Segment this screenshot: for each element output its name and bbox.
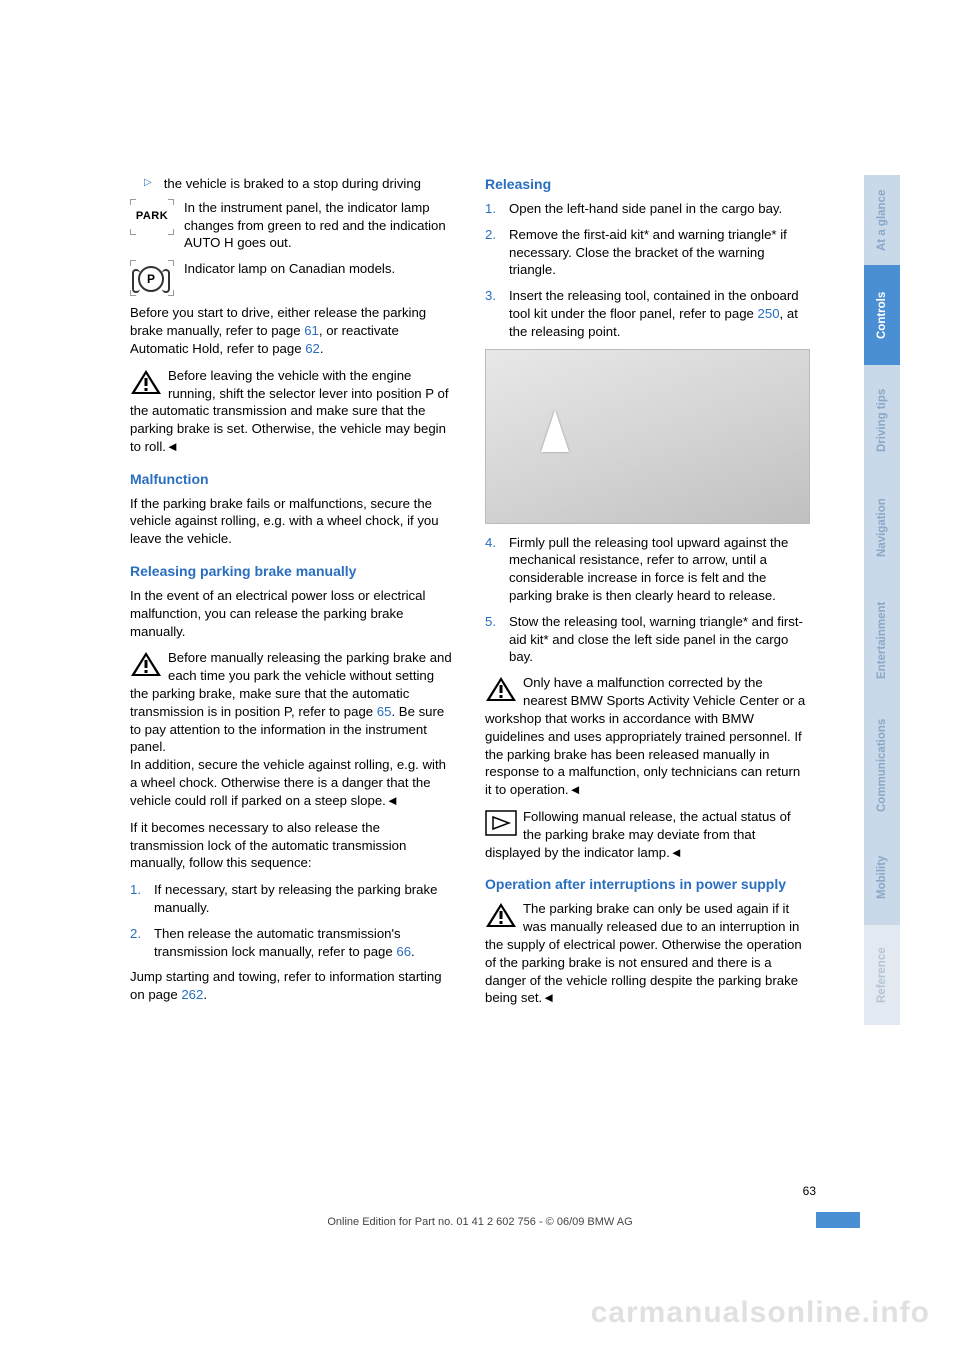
warning-block: The parking brake can only be used again…: [485, 900, 810, 1007]
list-text: Stow the releasing tool, warning triangl…: [509, 613, 810, 666]
body-text: Jump starting and towing, refer to infor…: [130, 968, 455, 1004]
list-text: Firmly pull the releasing tool upward ag…: [509, 534, 810, 605]
left-column: ▷ the vehicle is braked to a stop during…: [130, 175, 455, 1016]
heading-malfunction: Malfunction: [130, 470, 455, 489]
list-number: 4.: [485, 534, 501, 605]
indicator-row-canadian: P Indicator lamp on Canadian models.: [130, 260, 455, 296]
heading-releasing-manual: Releasing parking brake manually: [130, 562, 455, 581]
watermark: carmanualsonline.info: [591, 1296, 930, 1330]
list-number: 1.: [130, 881, 146, 917]
right-column: Releasing 1. Open the left-hand side pan…: [485, 175, 810, 1016]
page-link[interactable]: 262: [181, 987, 203, 1002]
list-item: 1. Open the left-hand side panel in the …: [485, 200, 810, 218]
list-number: 2.: [130, 925, 146, 961]
warning-triangle-icon: [130, 651, 162, 677]
list-item: 5. Stow the releasing tool, warning tria…: [485, 613, 810, 666]
body-text: If the parking brake fails or malfunctio…: [130, 495, 455, 548]
warning-triangle-icon: [485, 902, 517, 928]
note-triangle-icon: [485, 810, 517, 836]
side-tab[interactable]: Driving tips: [864, 365, 900, 475]
up-arrow-icon: [541, 410, 569, 452]
heading-releasing: Releasing: [485, 175, 810, 194]
list-text: Insert the releasing tool, contained in …: [509, 287, 810, 340]
heading-operation: Operation after interruptions in power s…: [485, 875, 810, 894]
side-tab[interactable]: Entertainment: [864, 580, 900, 700]
body-text: Before you start to drive, either releas…: [130, 304, 455, 357]
page-link[interactable]: 61: [304, 323, 319, 338]
list-number: 1.: [485, 200, 501, 218]
page-link[interactable]: 66: [396, 944, 411, 959]
p-circle-indicator-icon: P: [130, 260, 174, 296]
list-number: 5.: [485, 613, 501, 666]
warning-block: Before manually releasing the parking br…: [130, 649, 455, 809]
side-tab[interactable]: Mobility: [864, 830, 900, 925]
warning-block: Only have a malfunction corrected by the…: [485, 674, 810, 799]
list-text: Then release the automatic transmission'…: [154, 925, 455, 961]
body-text: If it becomes necessary to also release …: [130, 819, 455, 872]
list-item: 1. If necessary, start by releasing the …: [130, 881, 455, 917]
page-number: 63: [803, 1184, 816, 1198]
body-text: In the event of an electrical power loss…: [130, 587, 455, 640]
footer-line: Online Edition for Part no. 01 41 2 602 …: [0, 1216, 960, 1228]
side-tab[interactable]: Reference: [864, 925, 900, 1025]
list-text: Open the left-hand side panel in the car…: [509, 200, 810, 218]
side-tabs: At a glanceControlsDriving tipsNavigatio…: [864, 175, 900, 1025]
triangle-bullet-icon: ▷: [144, 175, 152, 193]
indicator-text: In the instrument panel, the indicator l…: [184, 199, 455, 252]
side-tab[interactable]: Navigation: [864, 475, 900, 580]
note-block: Following manual release, the actual sta…: [485, 808, 810, 861]
list-item: 2. Then release the automatic transmissi…: [130, 925, 455, 961]
list-item: 2. Remove the first-aid kit* and warning…: [485, 226, 810, 279]
bullet-text: the vehicle is braked to a stop during d…: [164, 175, 421, 193]
list-number: 2.: [485, 226, 501, 279]
bullet-item: ▷ the vehicle is braked to a stop during…: [130, 175, 455, 193]
indicator-text: Indicator lamp on Canadian models.: [184, 260, 455, 278]
park-indicator-icon: PARK: [130, 199, 174, 235]
list-number: 3.: [485, 287, 501, 340]
list-text: Remove the first-aid kit* and warning tr…: [509, 226, 810, 279]
page-link[interactable]: 65: [377, 704, 392, 719]
side-tab[interactable]: Controls: [864, 265, 900, 365]
page-content: ▷ the vehicle is braked to a stop during…: [130, 175, 810, 1016]
list-item: 4. Firmly pull the releasing tool upward…: [485, 534, 810, 605]
warning-triangle-icon: [130, 369, 162, 395]
page-link[interactable]: 62: [305, 341, 320, 356]
cargo-bay-figure: [485, 349, 810, 524]
warning-triangle-icon: [485, 676, 517, 702]
page-link[interactable]: 250: [758, 306, 780, 321]
indicator-row-park: PARK In the instrument panel, the indica…: [130, 199, 455, 252]
side-tab[interactable]: At a glance: [864, 175, 900, 265]
list-text: If necessary, start by releasing the par…: [154, 881, 455, 917]
warning-block: Before leaving the vehicle with the engi…: [130, 367, 455, 456]
side-tab[interactable]: Communications: [864, 700, 900, 830]
list-item: 3. Insert the releasing tool, contained …: [485, 287, 810, 340]
